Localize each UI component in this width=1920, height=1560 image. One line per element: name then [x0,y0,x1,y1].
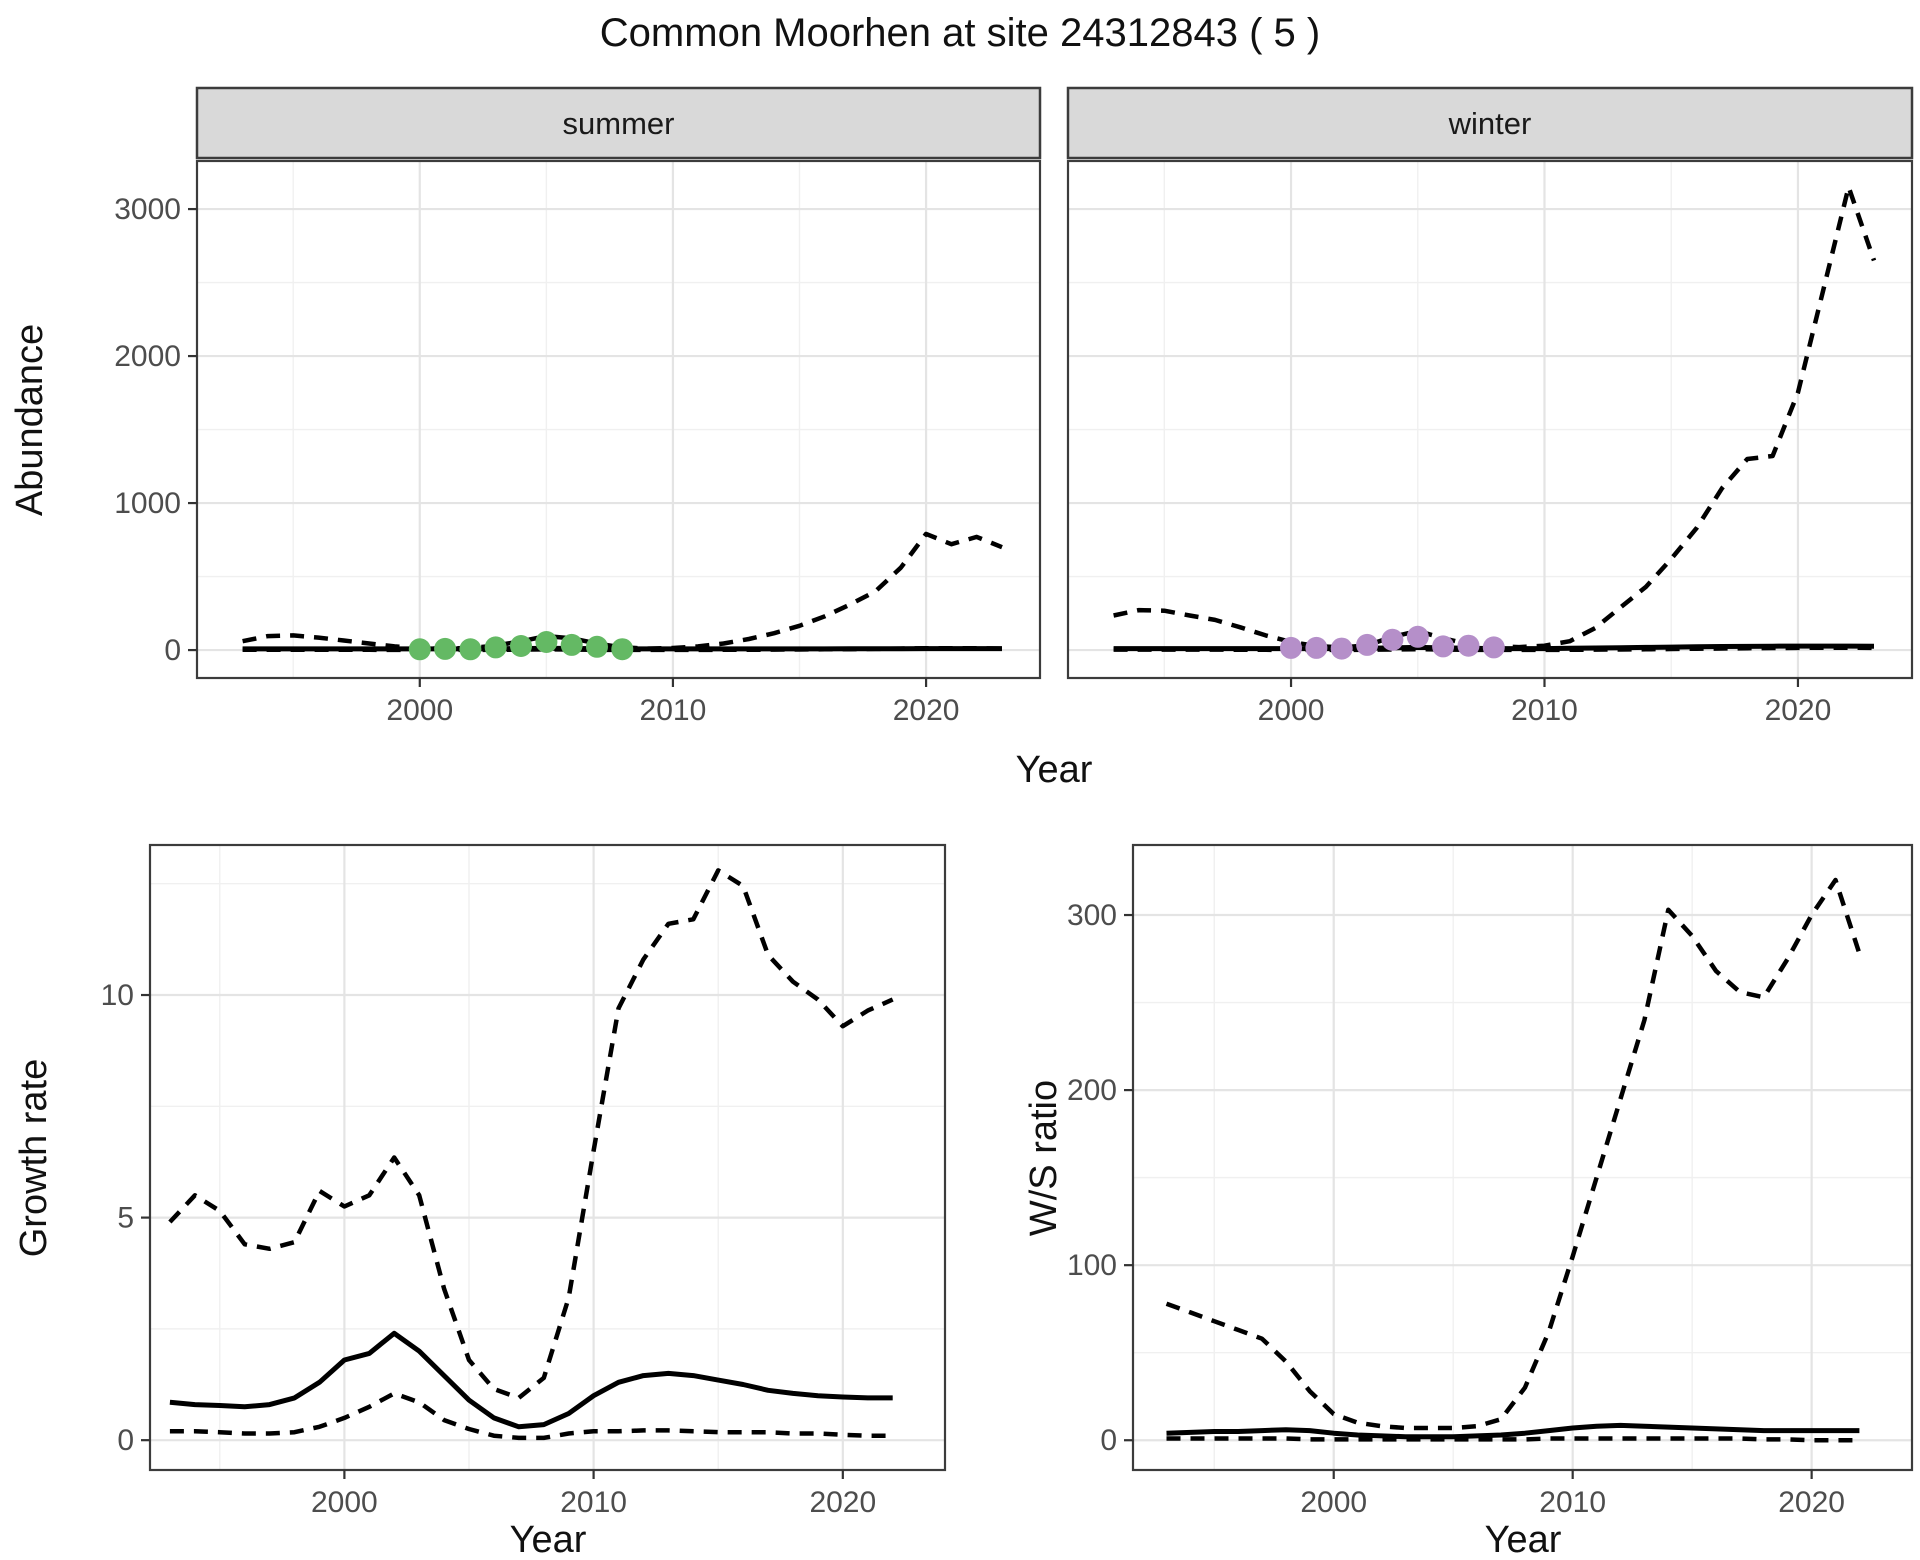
panel-abundance_summer: summer 2000 2010 2020 0 1000 2000 3000 [114,86,1042,727]
panel-bg [1133,845,1912,1470]
y-tick-label: 10 [101,979,134,1012]
y-tick-label: 3000 [114,193,181,226]
panel-border [148,843,947,1472]
x-tick-label: 2000 [1300,1486,1367,1519]
panel-bg [1068,161,1912,678]
ws_ratio-upper_ci-line [1165,877,1862,1431]
abundance_summer-observed-point [535,631,558,653]
y-tick-label: 0 [164,634,181,667]
y-tick-label: 5 [117,1202,134,1235]
x-tick-label: 2010 [640,694,707,727]
x-tick-label: 2010 [560,1486,627,1519]
growth_rate-fitted-line [169,1330,893,1430]
facet-strip [195,86,1042,160]
y-tick-label: 300 [1067,899,1117,932]
x-tick-label: 2010 [1539,1486,1606,1519]
growth_rate-upper_ci-line [168,868,894,1401]
abundance_summer-observed-point [434,637,457,660]
y-tick-label: 100 [1067,1249,1117,1282]
x-tick-label: 2000 [386,694,453,727]
abundance_winter-observed-point [1356,633,1379,656]
y-axis-title-ws-ratio: W/S ratio [1023,1080,1065,1236]
facet-strip [1066,86,1914,160]
abundance_winter-observed-point [1280,636,1302,659]
abundance_summer-observed-point [459,638,482,661]
y-tick-label: 1000 [114,487,181,520]
abundance_winter-observed-point [1482,636,1505,659]
facet-label-winter: winter [1448,106,1532,141]
abundance_winter-observed-point [1457,634,1480,657]
abundance_winter-observed-point [1305,636,1328,659]
x-tick-label: 2000 [1258,694,1325,727]
panel-bg [150,845,945,1470]
panel-border [195,159,1042,680]
panel-ws_ratio: 2000 2010 2020 0 100 200 300 Year [1067,843,1914,1560]
x-axis-title-growth_rate: Year [510,1519,587,1560]
abundance_winter-observed-point [1381,628,1404,651]
abundance_summer-upper_ci-line [242,531,1003,651]
x-tick-label: 2020 [809,1486,876,1519]
x-tick-label: 2020 [1778,1486,1845,1519]
abundance_summer-observed-point [560,633,583,656]
x-tick-label: 2010 [1511,694,1578,727]
panel-border [1131,843,1914,1472]
panel-growth_rate: 2000 2010 2020 0 5 10 Year [101,843,947,1560]
x-axis-title-ws_ratio: Year [1485,1519,1562,1560]
panel-abundance_winter: winter 2000 2010 2020 [1066,86,1914,727]
panel-border [1066,159,1914,680]
y-tick-label: 0 [117,1424,134,1457]
ws_ratio-lower_ci-line [1166,1436,1860,1443]
x-axis-title-abundance: Year [1016,749,1093,791]
y-tick-label: 200 [1067,1074,1117,1107]
abundance_summer-observed-point [510,635,532,657]
ws_ratio-fitted-line [1166,1422,1860,1440]
facet-label-summer: summer [563,106,675,141]
x-tick-label: 2020 [1765,694,1832,727]
abundance_summer-observed-point [484,636,507,659]
abundance_summer-observed-point [611,638,634,661]
abundance_winter-observed-point [1406,625,1429,648]
x-tick-label: 2000 [311,1486,378,1519]
y-axis-title-abundance: Abundance [9,324,51,516]
chart-title: Common Moorhen at site 24312843 ( 5 ) [600,11,1320,55]
abundance_winter-observed-point [1330,637,1353,660]
y-axis-title-growth-rate: Growth rate [13,1059,55,1258]
growth_rate-lower_ci-line [169,1391,893,1441]
x-tick-label: 2020 [893,694,960,727]
y-tick-label: 0 [1100,1424,1117,1457]
y-tick-label: 2000 [114,340,181,373]
abundance_summer-observed-point [586,635,608,658]
abundance_winter-observed-point [1432,635,1455,658]
panel-bg [197,161,1040,678]
abundance_summer-observed-point [408,638,431,661]
